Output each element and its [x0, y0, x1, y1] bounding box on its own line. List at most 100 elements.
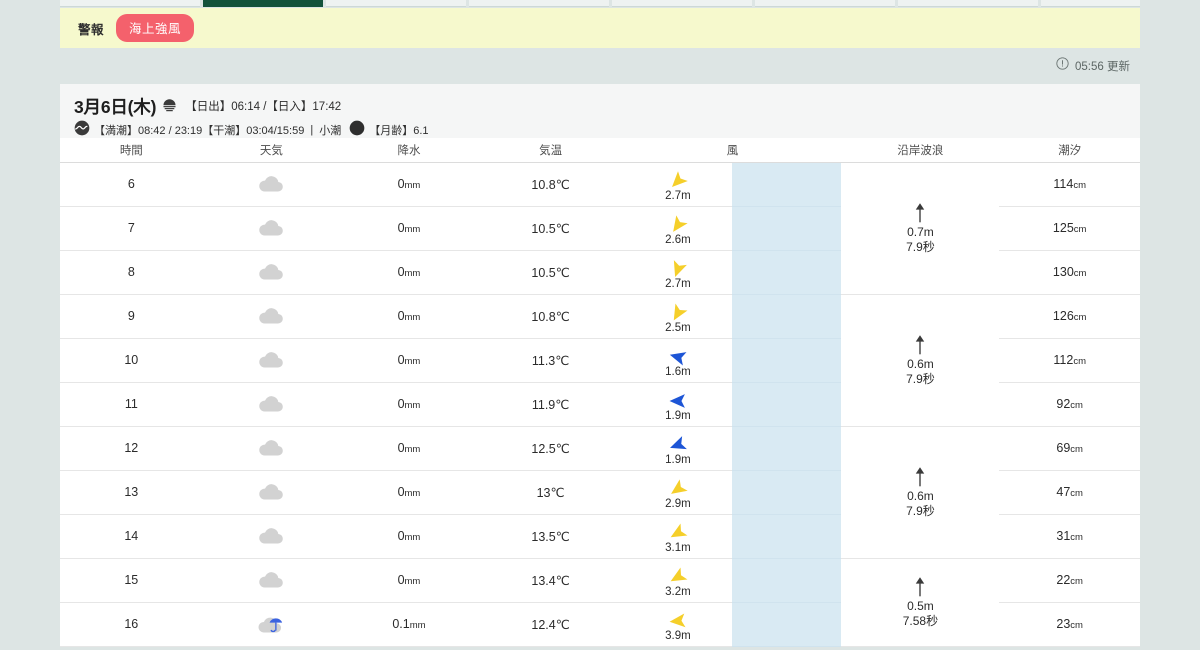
- top-tab-8[interactable]: [1041, 0, 1140, 7]
- precip-value: 0: [397, 529, 405, 543]
- cell-temperature: 12.4℃: [477, 602, 624, 647]
- cloudy-glyph: [259, 484, 284, 500]
- wind-direction-arrow: [669, 393, 685, 408]
- precip-unit: mm: [404, 444, 421, 455]
- cloudy-icon: [202, 470, 341, 515]
- cell-time: 16: [60, 602, 203, 647]
- cloudy-icon: [202, 338, 341, 383]
- cell-time: 15: [60, 558, 203, 603]
- tide-unit: cm: [1070, 444, 1083, 455]
- tide-value: 23: [1056, 617, 1071, 631]
- precip-unit: mm: [404, 488, 421, 499]
- moon-phase-icon: [349, 120, 365, 141]
- wave-period-value: 7.9秒: [906, 239, 935, 254]
- wave-direction-arrow: [916, 203, 925, 223]
- cell-temperature: 10.8℃: [477, 162, 624, 207]
- tide-value: 22: [1056, 573, 1071, 587]
- tide-unit: cm: [1073, 312, 1087, 323]
- precip-value: 0: [397, 265, 405, 279]
- precip-value: 0.1: [392, 617, 410, 631]
- tide-value: 126: [1052, 309, 1074, 323]
- precip-value: 0: [397, 309, 405, 323]
- cloudy-with-umbrella-icon: [202, 602, 341, 647]
- cell-wind: 2.6m: [623, 206, 733, 251]
- tide-value: 31: [1056, 529, 1071, 543]
- table-row: 9 0mm 10.8℃ 2.5m 0.6m 7.9秒 126cm: [60, 294, 1140, 427]
- cell-time: 9: [60, 294, 203, 339]
- cell-wind: 3.1m: [623, 514, 733, 559]
- tide-separator: |: [310, 124, 314, 136]
- forecast-panel: 警報 海上強風 05:56 更新 3月6日(木) 【日出: [60, 8, 1140, 650]
- precip-unit: mm: [404, 576, 421, 587]
- wind-direction-arrow: [673, 303, 688, 320]
- cloudy-with-umbrella-glyph: [258, 617, 283, 633]
- cell-wind: 2.7m: [623, 162, 733, 207]
- hourly-forecast-table: 時間 天気 降水 気温 風 沿岸波浪 潮汐 6 0mm 10.8℃ 2.7m 0.7m 7…: [60, 138, 1140, 647]
- top-tab-2[interactable]: [203, 0, 323, 7]
- wind-speed-value: 3.9m: [665, 629, 691, 642]
- top-tab-1[interactable]: [60, 0, 200, 7]
- highlight-band-cell: [732, 602, 842, 647]
- wind-speed-value: 1.9m: [665, 453, 691, 466]
- cell-temperature: 12.5℃: [477, 426, 624, 471]
- highlight-band-cell: [732, 470, 842, 515]
- cell-tide: 125cm: [999, 206, 1140, 251]
- cell-time: 7: [60, 206, 203, 251]
- highlight-band-cell: [732, 338, 842, 383]
- table-header-row: 時間 天気 降水 気温 風 沿岸波浪 潮汐: [60, 138, 1140, 163]
- cell-time: 14: [60, 514, 203, 559]
- cell-time: 8: [60, 250, 203, 295]
- cell-tide: 112cm: [999, 338, 1140, 383]
- alert-circle-icon: [1056, 57, 1069, 75]
- cell-coastal-wave: 0.6m 7.9秒: [841, 426, 1000, 559]
- cloudy-glyph: [259, 176, 284, 192]
- date-line-tide: 【満潮】08:42 / 23:19【干潮】03:04/15:59 | 小潮 【月…: [74, 119, 1140, 141]
- cell-wind: 2.7m: [623, 250, 733, 295]
- highlight-band-cell: [732, 162, 842, 207]
- cell-precipitation: 0mm: [340, 470, 478, 515]
- precip-unit: mm: [404, 268, 421, 279]
- tide-unit: cm: [1070, 576, 1083, 587]
- cloudy-icon: [202, 162, 341, 207]
- tide-type-text: 小潮: [319, 125, 342, 137]
- table-row: 10 0mm 11.3℃ 1.6m 112cm: [60, 338, 1140, 383]
- cloudy-glyph: [259, 396, 284, 412]
- cell-precipitation: 0mm: [340, 338, 478, 383]
- table-row: 14 0mm 13.5℃ 3.1m 31cm: [60, 514, 1140, 559]
- cell-temperature: 10.5℃: [477, 250, 624, 295]
- precip-unit: mm: [404, 400, 421, 411]
- date-header: 3月6日(木) 【日出】06:14 /【日入】17:42 【満潮】08:42 /…: [60, 84, 1140, 138]
- tide-value: 114: [1053, 177, 1074, 191]
- tide-unit: cm: [1073, 268, 1087, 279]
- cell-coastal-wave: 0.6m 7.9秒: [841, 294, 1000, 427]
- cell-precipitation: 0mm: [340, 514, 478, 559]
- cell-temperature: 11.9℃: [477, 382, 624, 427]
- table-body: 6 0mm 10.8℃ 2.7m 0.7m 7.9秒 114cm 7 0mm 10.5℃ 2.6m 1…: [60, 162, 1140, 647]
- cell-temperature: 10.5℃: [477, 206, 624, 251]
- cloudy-icon: [202, 294, 341, 339]
- table-row: 8 0mm 10.5℃ 2.7m 130cm: [60, 250, 1140, 295]
- top-tab-5[interactable]: [612, 0, 752, 7]
- tide-unit: cm: [1073, 224, 1087, 235]
- cell-wind: 3.9m: [623, 602, 733, 647]
- col-header-weather: 天気: [202, 138, 341, 163]
- cell-tide: 31cm: [999, 514, 1140, 559]
- precip-unit: mm: [409, 620, 426, 631]
- alert-badge-kaijou-kyoufuu[interactable]: 海上強風: [116, 14, 195, 42]
- wave-height-value: 0.6m: [907, 489, 934, 504]
- cell-time: 6: [60, 162, 203, 207]
- top-tab-3[interactable]: [326, 0, 466, 7]
- cloudy-icon: [202, 558, 341, 603]
- top-tab-6[interactable]: [755, 0, 895, 7]
- wind-speed-value: 2.7m: [665, 189, 691, 202]
- update-timestamp: 05:56 更新: [1075, 61, 1130, 73]
- wind-speed-value: 1.9m: [665, 409, 691, 422]
- highlight-band-cell: [732, 206, 842, 251]
- cell-wind: 2.9m: [623, 470, 733, 515]
- alert-label: 警報: [78, 22, 105, 37]
- cell-temperature: 13.5℃: [477, 514, 624, 559]
- top-tab-4[interactable]: [469, 0, 609, 7]
- date-line-sun: 3月6日(木) 【日出】06:14 /【日入】17:42: [74, 94, 1140, 118]
- top-tab-7[interactable]: [898, 0, 1038, 7]
- precip-value: 0: [397, 177, 405, 191]
